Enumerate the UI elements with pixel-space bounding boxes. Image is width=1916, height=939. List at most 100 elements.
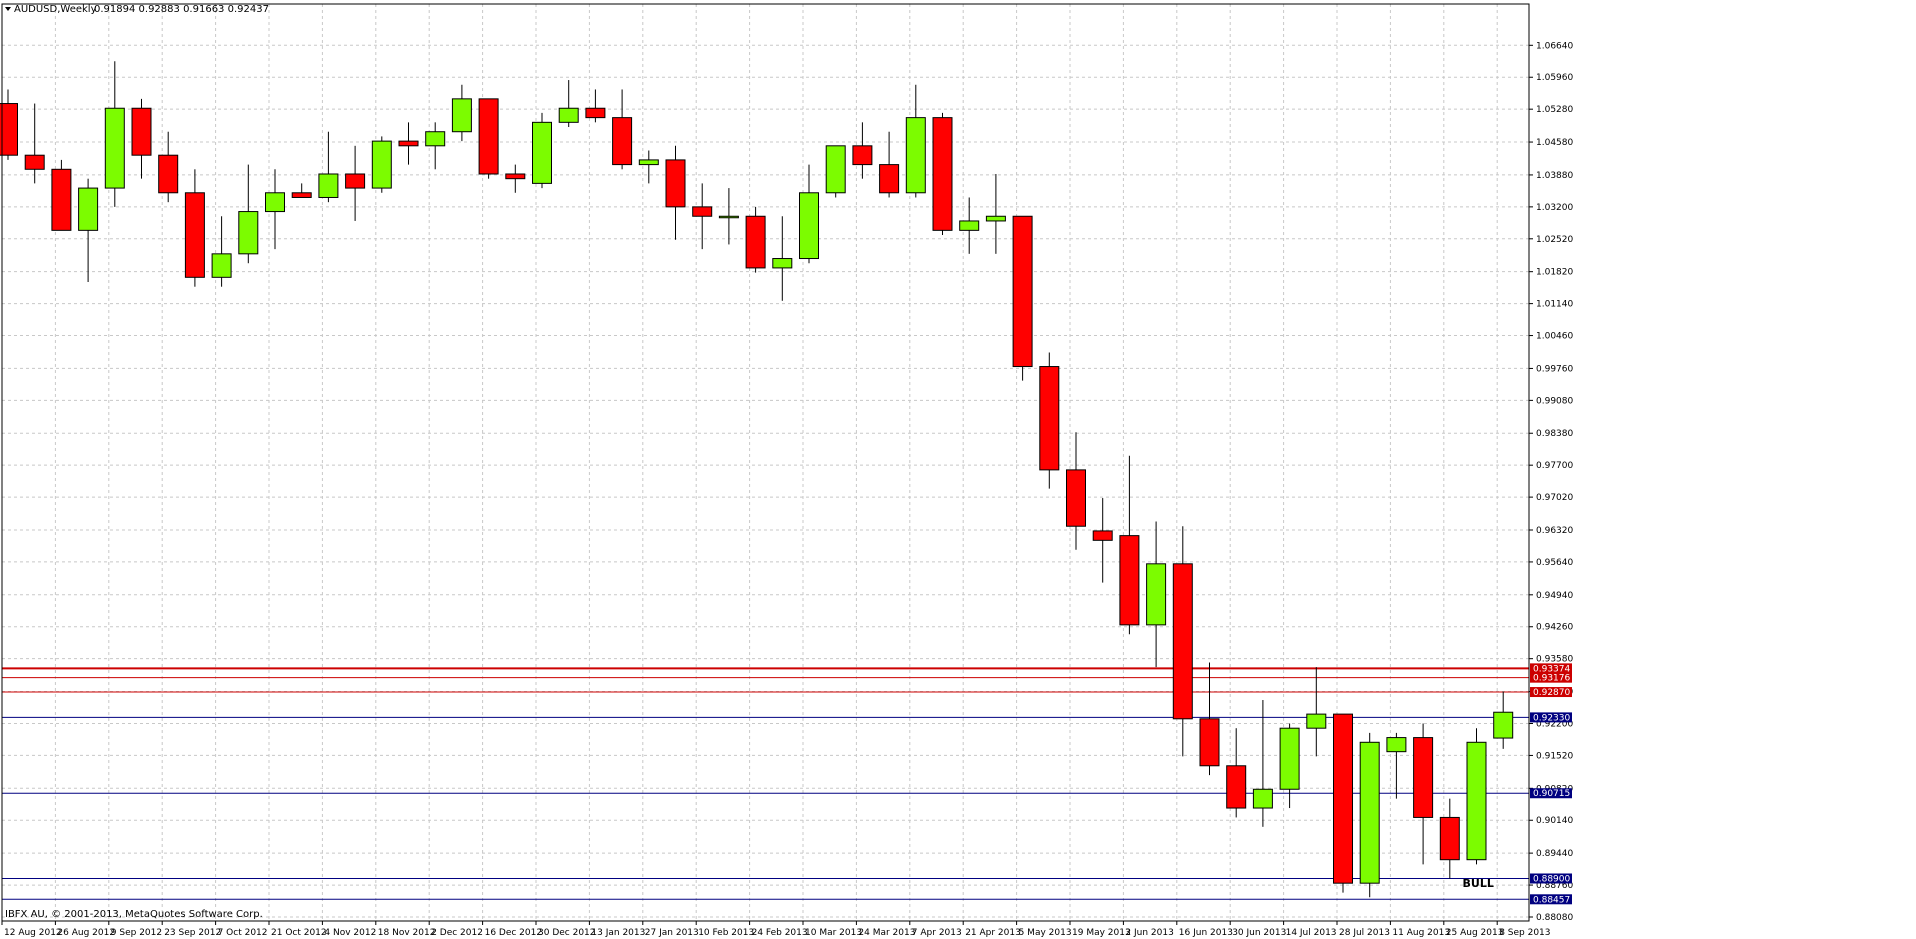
y-tick-label: 0.92200 [1536,719,1573,729]
candle-body [1172,563,1193,720]
candle-body [0,103,18,156]
candle-body [51,168,72,231]
level-label-text: 0.88900 [1533,874,1570,884]
collapse-triangle-icon[interactable] [5,7,11,11]
candle-body [1012,215,1033,368]
symbol-label: AUDUSD,Weekly [14,4,97,15]
candle-body [905,117,926,194]
bear-candle [345,145,366,221]
candle-body [1386,737,1407,753]
level-label-box [1530,712,1572,723]
bear-candle [1333,713,1353,893]
level-label-box [1530,663,1572,674]
candle-body [78,187,99,231]
bear-candle [51,159,72,231]
bear-candle [24,103,45,184]
y-tick-label: 0.95640 [1536,558,1573,568]
y-axis: 1.06640 1.05960 1.05280 1.04580 1.03880 1.032… [1529,41,1573,923]
horizontal-levels [2,667,1529,900]
y-tick-label: 0.97700 [1536,461,1573,471]
bull-candle [371,136,392,193]
candle-body [799,192,819,260]
x-tick-label: 24 Mar 2013 [858,928,915,938]
level-label-box [1530,788,1572,799]
y-tick-label: 1.01140 [1536,300,1573,310]
y-tick-label: 0.96320 [1536,526,1573,536]
y-tick-label: 1.06640 [1536,41,1573,51]
level-label-text: 0.92870 [1533,688,1570,698]
x-tick-label: 26 Aug 2012 [57,928,115,938]
ohlc-label: 0.91894 0.92883 0.91663 0.92437 [94,4,269,15]
candle-body [772,258,793,269]
x-tick-label: 13 Jan 2013 [591,928,645,938]
candle-body [932,117,953,231]
y-tick-label: 1.05960 [1536,73,1573,83]
candle-body [1066,469,1086,527]
bear-candle [1226,728,1247,818]
candle-body [1199,718,1220,767]
candle-body [532,121,552,184]
y-tick-label: 1.00460 [1536,332,1573,342]
candle-body [1092,530,1113,541]
plot-frame [1,3,1530,922]
bear-candle [1119,455,1140,635]
candle-body [852,145,873,166]
x-tick-label: 16 Dec 2012 [485,928,542,938]
bull-candle [532,112,552,189]
x-tick-label: 21 Oct 2012 [271,928,327,938]
bull-candle [451,84,472,142]
candle-body [879,164,900,194]
level-label: 0.92870 [1530,687,1572,698]
bull-candle [265,169,285,250]
bull-candle [318,131,339,203]
bear-candle [1172,526,1193,757]
x-tick-label: 21 Apr 2013 [965,928,1021,938]
candle-body [585,107,606,119]
candle-body [1413,737,1434,818]
x-tick-label: 2 Jun 2013 [1125,928,1173,938]
level-label-box [1530,894,1572,905]
bull-candle [1279,723,1300,809]
candle-body [1359,741,1380,884]
y-tick-label: 0.93580 [1536,655,1573,665]
bull-candle [1493,691,1514,749]
y-tick-label: 1.02520 [1536,235,1573,245]
candle-body [131,107,152,156]
candle-body [371,140,392,189]
bear-candle [852,122,873,179]
candle-body [638,159,659,166]
candle-body [1146,563,1167,626]
candle-body [1439,816,1460,861]
candle-body [718,215,739,219]
bull-annotation: BULL [1463,877,1494,890]
candle-body [692,206,713,217]
bull-candle [1146,521,1167,668]
level-label: 0.93374 [1530,663,1572,674]
bear-candle [745,206,766,273]
bull-candle [825,145,846,198]
level-label-box [1530,672,1572,683]
bear-candle [184,169,205,287]
level-label: 0.88900 [1530,873,1572,884]
x-tick-label: 7 Apr 2013 [912,928,962,938]
level-label: 0.92330 [1530,712,1572,723]
bear-candle [879,131,900,198]
x-tick-label: 5 May 2013 [1019,928,1072,938]
bull-candle [905,84,926,198]
y-tick-label: 0.99080 [1536,396,1573,406]
bull-candle [1386,732,1407,799]
candle-body [291,192,312,198]
candle-body [158,154,179,194]
candle-body [612,117,633,166]
x-tick-label: 18 Nov 2012 [378,928,436,938]
y-tick-label: 0.98380 [1536,429,1573,439]
bull-candle [638,150,659,184]
x-tick-label: 11 Aug 2013 [1392,928,1450,938]
level-label-box [1530,873,1572,884]
candle-body [959,220,980,231]
level-label-text: 0.93176 [1533,674,1570,684]
candle-body [558,107,579,123]
bear-candle [478,98,499,179]
